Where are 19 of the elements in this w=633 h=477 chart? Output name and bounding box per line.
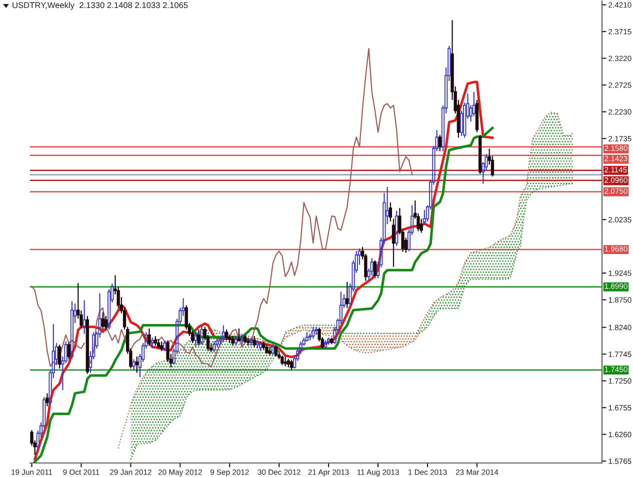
line-series [130,183,574,460]
candlestick [163,340,166,352]
candlestick [231,335,234,346]
chart-title: USDTRY,Weekly 2.1330 2.1408 2.1033 2.1065 [12,2,188,10]
candlestick [216,338,219,348]
candlestick [250,337,253,346]
candlestick [284,356,287,367]
candlestick [132,358,136,371]
candlestick [30,429,34,446]
candlestick [265,344,268,354]
candlestick [416,212,420,232]
candlestick [148,328,151,346]
candlestick [314,326,318,336]
candlestick [246,337,250,346]
candlestick [80,310,83,330]
candlestick [197,328,200,346]
candlestick [64,340,68,364]
candlestick [484,153,488,171]
candlestick [46,392,49,407]
